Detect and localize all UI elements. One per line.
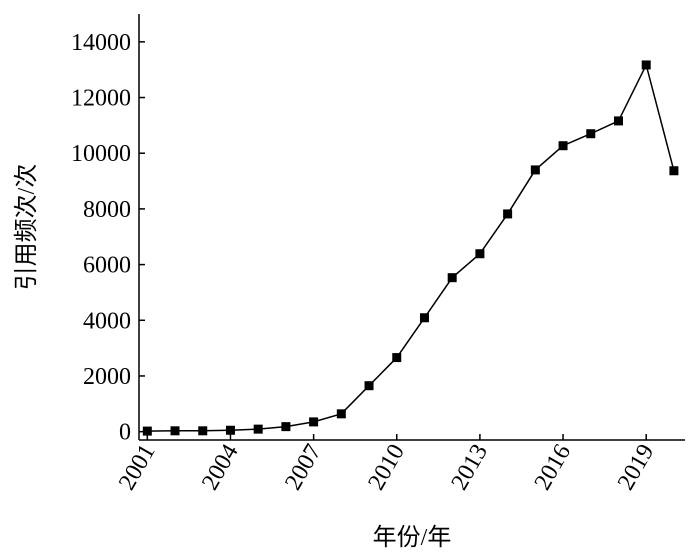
x-axis-label: 年份/年: [373, 524, 452, 551]
data-point: [558, 141, 568, 151]
data-point: [669, 166, 679, 176]
y-tick-label: 6000: [83, 253, 131, 279]
data-point: [170, 426, 180, 436]
x-tick-label: 2010: [363, 440, 410, 495]
data-line: [147, 62, 675, 432]
y-axis-label: 引用频次/次: [13, 164, 40, 291]
y-tick-label: 0: [119, 420, 131, 446]
data-point: [530, 165, 540, 175]
y-tick-label: 4000: [83, 308, 131, 334]
data-point: [309, 417, 319, 427]
x-tick-label: 2019: [613, 440, 660, 495]
x-tick-label: 2004: [197, 440, 244, 495]
data-point: [198, 426, 208, 436]
x-tick-label: 2013: [447, 440, 494, 495]
y-tick-label: 8000: [83, 197, 131, 223]
data-point: [586, 129, 596, 139]
x-tick-label: 2007: [280, 440, 327, 495]
data-point: [475, 249, 485, 259]
data-point: [364, 381, 374, 391]
data-point: [142, 426, 152, 436]
data-point: [253, 424, 263, 434]
data-point: [613, 116, 623, 126]
data-point: [392, 353, 402, 363]
data-point: [225, 425, 235, 435]
y-tick-label: 10000: [71, 141, 131, 167]
data-point: [281, 422, 291, 432]
data-point: [447, 273, 457, 283]
data-point: [336, 409, 346, 419]
x-tick-label: 2016: [530, 440, 577, 495]
data-point: [419, 313, 429, 323]
data-point: [641, 60, 651, 70]
y-tick-label: 12000: [71, 86, 131, 112]
y-tick-label: 14000: [71, 30, 131, 56]
x-tick-label: 2001: [114, 440, 161, 495]
y-tick-label: 2000: [83, 364, 131, 390]
data-point: [503, 209, 513, 219]
